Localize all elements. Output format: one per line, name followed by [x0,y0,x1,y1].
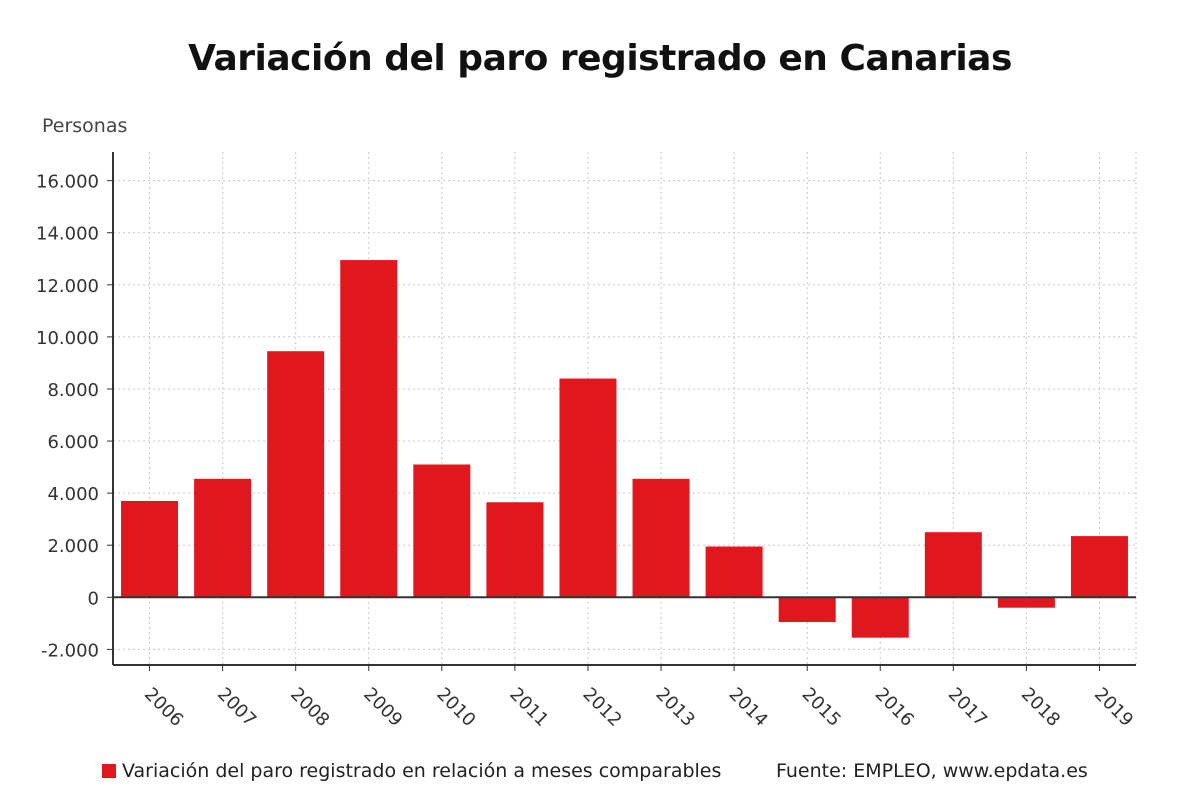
bar [121,500,179,598]
bar [997,597,1055,608]
legend-label: Variación del paro registrado en relació… [122,760,722,782]
y-tick-label: 2.000 [47,536,99,557]
bar [194,478,252,598]
x-tick-label: 2017 [944,684,991,731]
bar [340,260,398,598]
bar [851,597,909,638]
x-tick-label: 2008 [286,684,333,731]
legend-swatch [102,764,116,778]
x-tick-label: 2018 [1017,684,1064,731]
x-tick-label: 2014 [725,684,772,731]
y-tick-label: 4.000 [47,484,99,505]
grid-lines [113,152,1137,665]
y-tick-label: 14.000 [36,224,99,245]
x-tick-labels: 2006 2007 2008 2009 2010 2011 2012 2013 2014 2015… [140,684,1137,731]
bar-chart: -2.000 0 2.000 4.000 6.000 8.000 10.000 12.000 1… [36,152,1137,731]
y-tick-labels: -2.000 0 2.000 4.000 6.000 8.000 10.000 12.000 1… [36,172,99,662]
bar [924,532,982,598]
y-tick-label: 6.000 [47,432,99,453]
y-tick-label: -2.000 [41,640,99,661]
source-note: Fuente: EMPLEO, www.epdata.es [776,760,1088,782]
y-tick-label: 0 [88,588,99,609]
x-tick-label: 2007 [213,684,260,731]
bar [778,597,836,623]
axes [107,152,1136,671]
x-tick-label: 2012 [578,684,625,731]
y-tick-label: 16.000 [36,172,99,193]
x-tick-label: 2016 [871,684,918,731]
x-tick-label: 2015 [798,684,845,731]
x-tick-label: 2006 [140,684,187,731]
bar [559,378,617,598]
x-tick-label: 2013 [652,684,699,731]
bar [632,478,690,598]
bar [413,464,471,598]
y-tick-label: 8.000 [47,380,99,401]
bar [1070,536,1128,598]
y-tick-label: 10.000 [36,328,99,349]
x-tick-label: 2010 [432,684,479,731]
y-tick-label: 12.000 [36,276,99,297]
chart-title: Variación del paro registrado en Canaria… [188,38,1012,79]
bar [486,502,544,598]
bar [705,546,763,598]
x-tick-label: 2009 [359,684,406,731]
x-tick-label: 2011 [505,684,552,731]
chart-footer: Variación del paro registrado en relació… [102,760,1102,790]
y-axis-unit-label: Personas [42,115,128,137]
legend: Variación del paro registrado en relació… [102,760,721,782]
x-tick-label: 2019 [1090,684,1137,731]
bars [121,260,1128,638]
bar [267,351,325,598]
